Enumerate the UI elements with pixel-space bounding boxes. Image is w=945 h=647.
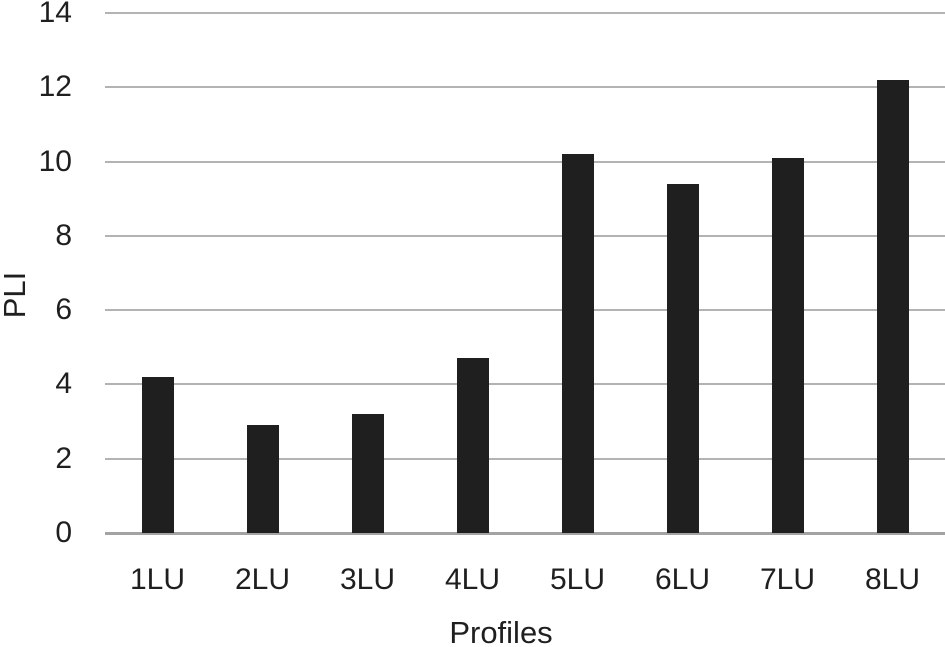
x-tick-label: 4LU <box>444 563 501 596</box>
x-tick-label: 8LU <box>864 563 921 596</box>
x-tick-label: 7LU <box>759 563 816 596</box>
x-tick-label: 3LU <box>339 563 396 596</box>
gridline <box>105 160 945 163</box>
gridline <box>105 86 945 89</box>
bar-3LU <box>351 414 384 533</box>
x-axis-tick-labels: 1LU 2LU 3LU 4LU 5LU 6LU 7LU 8LU <box>105 563 945 597</box>
y-tick-label: 12 <box>38 70 72 104</box>
plot-area <box>105 12 945 535</box>
y-tick-label: 0 <box>55 516 72 549</box>
y-tick-label: 10 <box>38 144 72 178</box>
gridline <box>105 12 945 14</box>
y-tick-label: 2 <box>55 441 72 475</box>
bar-8LU <box>876 79 909 533</box>
gridline <box>105 383 945 386</box>
bar-1LU <box>141 377 174 533</box>
x-tick-label: 1LU <box>129 563 186 596</box>
x-tick-label: 5LU <box>549 563 606 596</box>
y-axis-tick-labels: 0 2 4 6 8 10 12 14 <box>0 0 72 647</box>
gridline <box>105 234 945 237</box>
x-axis-title: Profiles <box>449 615 553 647</box>
axis-baseline <box>105 532 945 535</box>
y-tick-label: 6 <box>55 293 72 327</box>
y-tick-label: 14 <box>38 0 72 29</box>
gridline <box>105 309 945 312</box>
gridline <box>105 457 945 460</box>
x-tick-label: 6LU <box>654 563 711 596</box>
bar-2LU <box>246 425 279 533</box>
bar-4LU <box>456 358 489 533</box>
x-tick-label: 2LU <box>234 563 291 596</box>
y-tick-label: 4 <box>55 367 72 401</box>
bar-6LU <box>666 183 699 533</box>
bar-5LU <box>561 154 594 533</box>
y-tick-label: 8 <box>55 218 72 252</box>
bar-7LU <box>771 157 804 533</box>
